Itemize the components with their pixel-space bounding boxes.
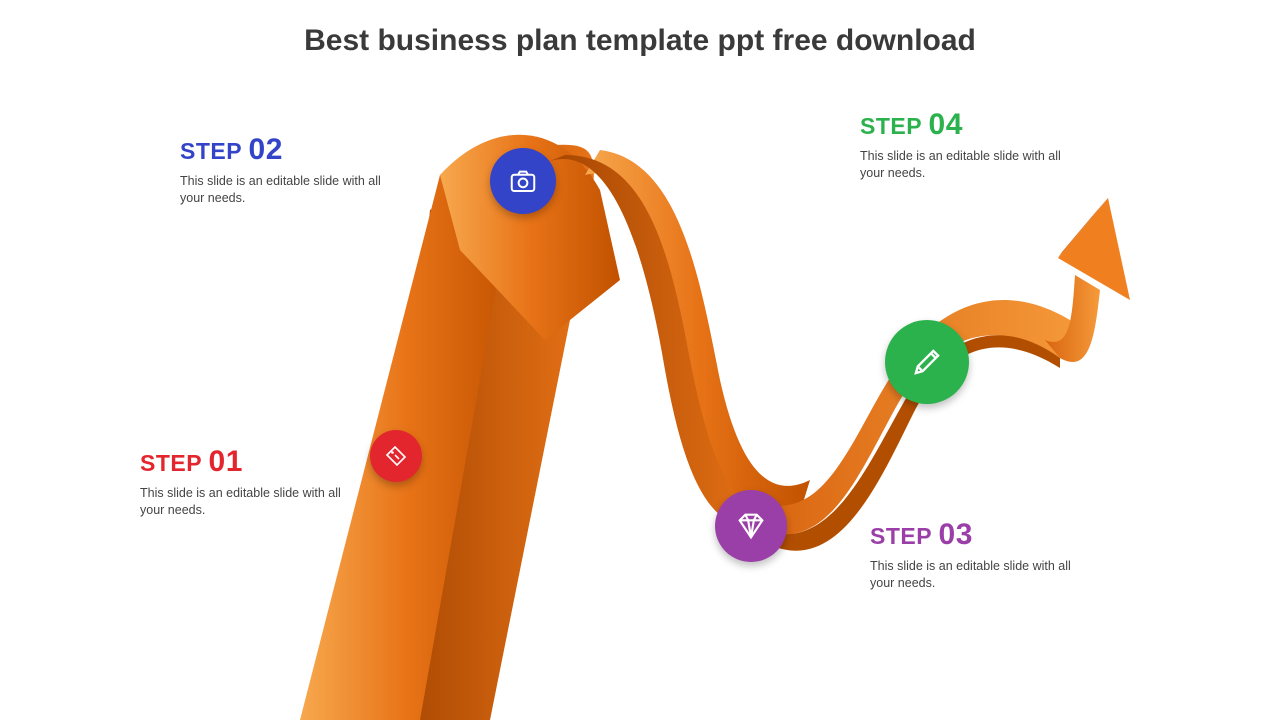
pencil-icon <box>908 343 946 381</box>
step-03-label: STEP <box>870 523 932 549</box>
camera-icon <box>508 166 538 196</box>
step-02-heading: STEP 02 <box>180 133 390 167</box>
step-01-desc: This slide is an editable slide with all… <box>140 485 350 519</box>
step-03: STEP 03 This slide is an editable slide … <box>870 518 1080 592</box>
step-02: STEP 02 This slide is an editable slide … <box>180 133 390 207</box>
step-04: STEP 04 This slide is an editable slide … <box>860 108 1070 182</box>
node-01 <box>370 430 422 482</box>
step-04-heading: STEP 04 <box>860 108 1070 142</box>
step-01: STEP 01 This slide is an editable slide … <box>140 445 350 519</box>
step-01-label: STEP <box>140 450 202 476</box>
tag-icon <box>384 444 408 468</box>
step-01-number: 01 <box>209 445 243 478</box>
ribbon-arrow <box>0 0 1280 720</box>
node-04 <box>885 320 969 404</box>
step-02-number: 02 <box>249 133 283 166</box>
step-01-heading: STEP 01 <box>140 445 350 479</box>
step-03-number: 03 <box>939 518 973 551</box>
node-03 <box>715 490 787 562</box>
step-02-desc: This slide is an editable slide with all… <box>180 173 390 207</box>
page-title: Best business plan template ppt free dow… <box>0 24 1280 58</box>
diamond-icon <box>734 509 768 543</box>
node-02 <box>490 148 556 214</box>
step-04-label: STEP <box>860 113 922 139</box>
step-04-desc: This slide is an editable slide with all… <box>860 148 1070 182</box>
step-04-number: 04 <box>929 108 963 141</box>
step-03-heading: STEP 03 <box>870 518 1080 552</box>
step-03-desc: This slide is an editable slide with all… <box>870 558 1080 592</box>
step-02-label: STEP <box>180 138 242 164</box>
